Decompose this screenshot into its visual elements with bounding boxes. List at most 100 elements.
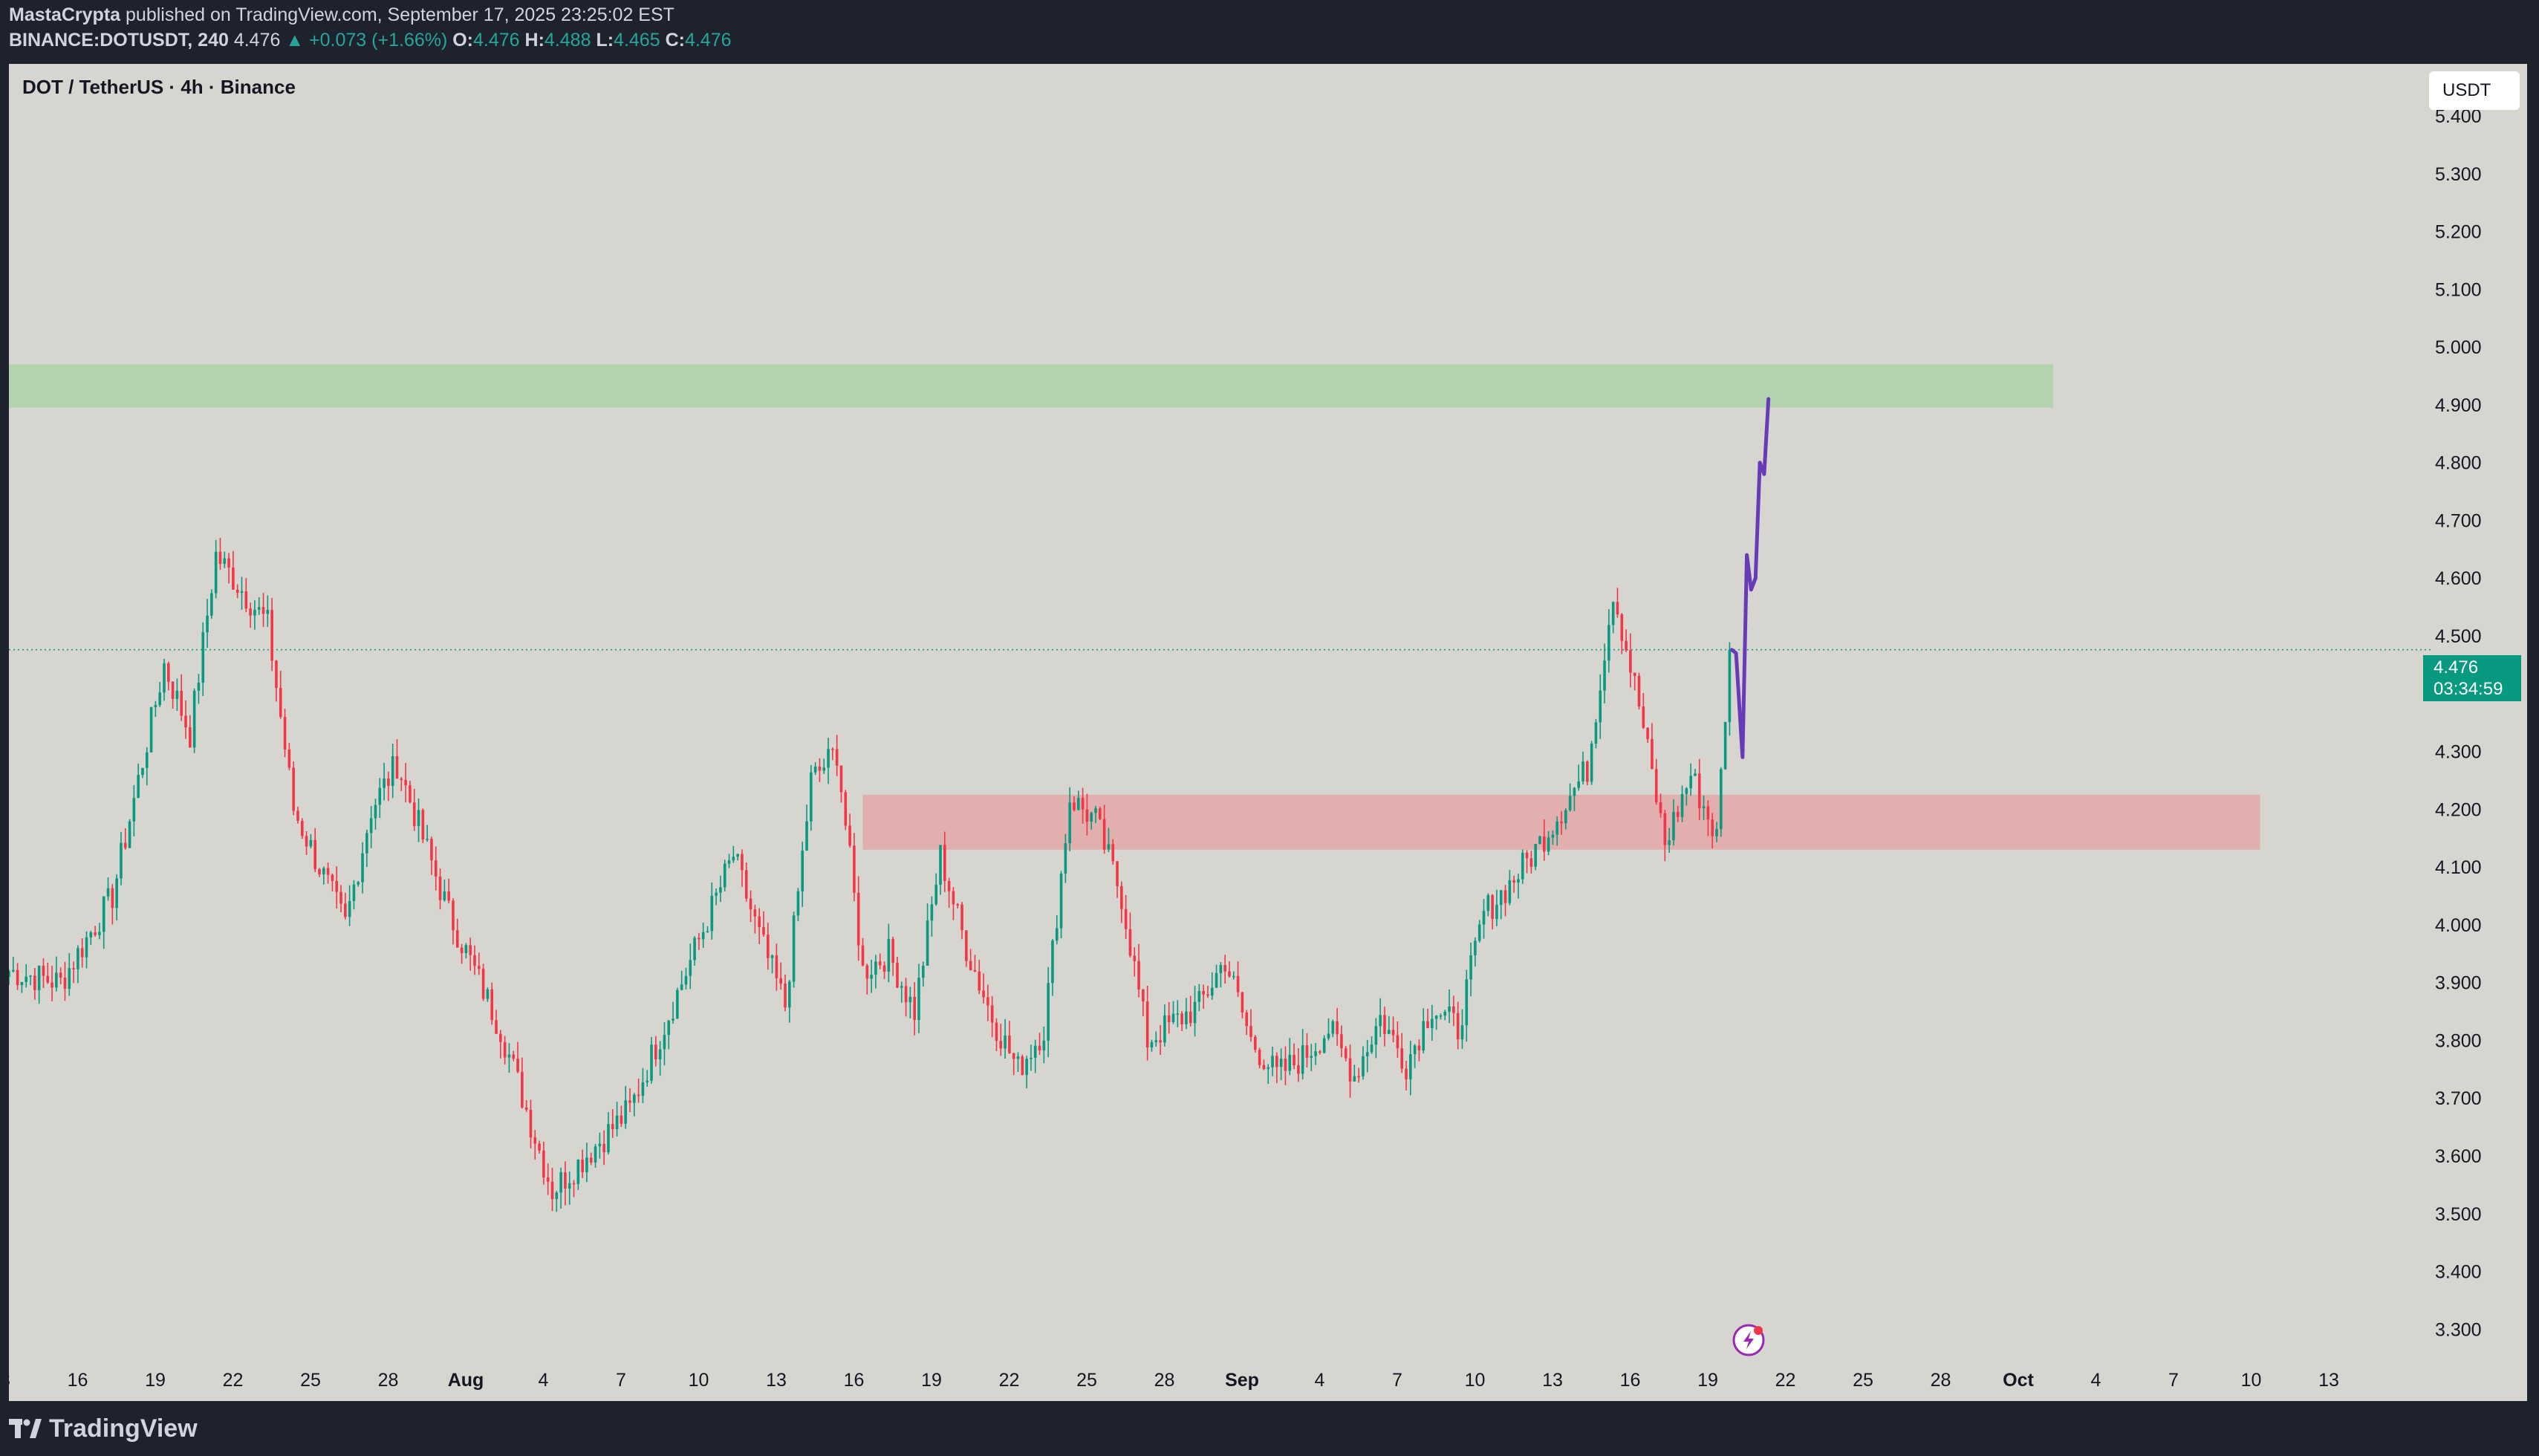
x-tick-label: 28 [378, 1370, 399, 1391]
candle-body [770, 955, 774, 958]
candle-body [1258, 1050, 1261, 1065]
candle-body [607, 1124, 610, 1153]
candle-body [417, 810, 420, 827]
candle-body [654, 1044, 657, 1060]
candle-body [1344, 1048, 1347, 1059]
y-tick-label: 4.600 [2435, 568, 2482, 589]
candle-body [1055, 928, 1059, 941]
candle-body [952, 891, 955, 905]
currency-button[interactable]: USDT [2429, 71, 2520, 110]
candle-body [723, 863, 726, 888]
candle-body [464, 945, 468, 954]
open-value: 4.476 [473, 30, 520, 51]
candle-body [1654, 769, 1658, 802]
candle-body [85, 937, 88, 958]
candle-body [576, 1160, 580, 1184]
candle-body [1409, 1054, 1412, 1079]
event-icon[interactable] [1732, 1324, 1765, 1356]
y-tick-label: 4.700 [2435, 510, 2482, 531]
y-tick-label: 4.100 [2435, 857, 2482, 878]
candle-body [1064, 843, 1067, 874]
candle-body [1288, 1054, 1292, 1071]
candle-body [701, 932, 705, 940]
candle-body [266, 609, 270, 614]
tradingview-logo[interactable]: TradingView [9, 1414, 198, 1443]
candle-body [1477, 924, 1481, 941]
candle-body [1728, 649, 1732, 722]
candle-body [261, 607, 265, 614]
candle-body [1534, 844, 1537, 867]
candle-body [365, 833, 368, 854]
candle-body [620, 1115, 623, 1124]
candle-body [594, 1146, 597, 1163]
candle-body [106, 888, 110, 897]
candle-body [438, 877, 442, 900]
candle-body [1495, 905, 1498, 919]
candle-body [1573, 787, 1576, 796]
candle-body [550, 1181, 554, 1200]
candle-body [827, 749, 830, 768]
chart-pane[interactable]: 5.400 5.300 5.200 5.100 5.000 4.900 4.800 4.700… [9, 64, 2527, 1401]
candle-body [490, 989, 494, 1021]
candle-body [1525, 852, 1529, 859]
publication-header: MastaCrypta published on TradingView.com… [0, 0, 2539, 64]
candle-body [546, 1177, 550, 1182]
candle-body [1482, 911, 1486, 925]
candle-body [46, 975, 50, 983]
candle-body [313, 839, 316, 869]
x-tick-label: 10 [689, 1370, 709, 1391]
candle-body [796, 891, 800, 916]
candle-body [766, 935, 770, 958]
candle-body [676, 989, 679, 1019]
candle-body [1030, 1057, 1033, 1059]
candle-body [1076, 798, 1080, 810]
candle-body [1271, 1056, 1274, 1067]
projection-path [1729, 397, 1771, 759]
candle-body [120, 842, 123, 879]
x-tick-label: 13 [2318, 1370, 2339, 1391]
candle-body [853, 845, 856, 893]
candle-body [658, 1049, 662, 1060]
candle-body [1499, 890, 1503, 906]
candle-body [865, 965, 869, 979]
price-chart[interactable]: 5.4005.3005.2005.1005.0004.9004.8004.700… [9, 64, 2527, 1401]
candle-body [270, 609, 273, 661]
candle-body [1241, 992, 1244, 1013]
candle-body [184, 715, 187, 728]
author-name[interactable]: MastaCrypta [9, 4, 121, 25]
candle-body [956, 904, 960, 906]
candle-body [1319, 1051, 1321, 1053]
candle-body [524, 1107, 528, 1111]
candle-body [646, 1080, 649, 1083]
candle-body [986, 997, 989, 1006]
candle-body [741, 854, 744, 871]
candle-body [1051, 940, 1054, 984]
candle-body [882, 965, 886, 972]
footer: TradingView [0, 1401, 2539, 1456]
candle-body [672, 1018, 674, 1021]
candle-body [201, 632, 205, 683]
candle-body [495, 1020, 498, 1034]
candle-body [400, 779, 403, 780]
candle-body [1267, 1067, 1270, 1070]
candle-body [1720, 769, 1723, 830]
candle-body [835, 749, 839, 766]
candle-body [1362, 1056, 1365, 1076]
candle-body [1659, 802, 1662, 813]
y-tick-label: 5.300 [2435, 164, 2482, 185]
candle-body [374, 805, 377, 819]
candle-body [469, 945, 472, 955]
candle-body [1711, 819, 1714, 836]
candle-body [197, 683, 201, 691]
candle-body [1529, 858, 1533, 867]
candle-body [874, 961, 877, 975]
candle-body [257, 607, 261, 610]
candle-body [1365, 1052, 1369, 1056]
x-tick-label: 7 [616, 1370, 626, 1391]
candle-body [1474, 940, 1477, 955]
symbol-label[interactable]: BINANCE:DOTUSDT, 240 [9, 30, 229, 51]
candle-body [1305, 1045, 1309, 1058]
candle-body [1555, 821, 1558, 835]
x-tick-label: 4 [2091, 1370, 2101, 1391]
candle-body [1145, 1001, 1149, 1048]
